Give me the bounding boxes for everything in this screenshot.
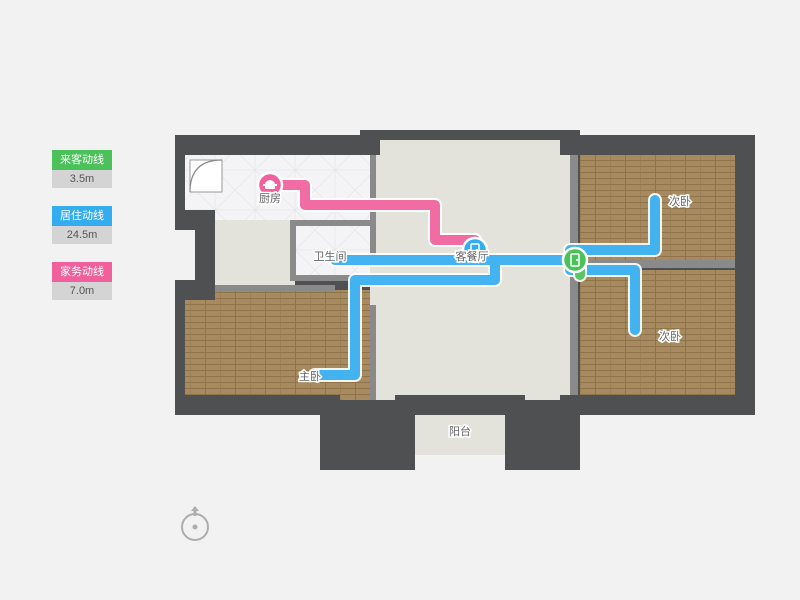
floorplan: 厨房卫生间客餐厅次卧次卧主卧阳台 [175,130,755,475]
label-living: 客餐厅 [456,249,489,263]
legend-living-title: 居住动线 [52,206,112,226]
label-kitchen: 厨房 [259,192,281,205]
label-bedroom2a: 次卧 [669,194,691,208]
compass-icon [175,505,215,545]
legend-chore: 家务动线 7.0m [52,262,112,300]
room-bedroom2b [580,270,735,395]
door-swing [190,160,222,192]
legend: 来客动线 3.5m 居住动线 24.5m 家务动线 7.0m [52,150,112,318]
room-living [370,140,570,400]
legend-living-value: 24.5m [52,226,112,244]
legend-visitor-value: 3.5m [52,170,112,188]
label-balcony: 阳台 [449,424,471,438]
entry-node [563,248,587,272]
legend-chore-value: 7.0m [52,282,112,300]
label-bathroom: 卫生间 [314,249,347,263]
legend-chore-title: 家务动线 [52,262,112,282]
interior-wall [290,220,296,280]
label-master: 主卧 [299,370,321,383]
legend-visitor: 来客动线 3.5m [52,150,112,188]
label-bedroom2b: 次卧 [659,329,681,343]
room-hall [215,220,295,290]
legend-living: 居住动线 24.5m [52,206,112,244]
interior-wall [290,220,375,226]
room-master [185,290,370,400]
interior-wall [370,305,376,400]
legend-visitor-title: 来客动线 [52,150,112,170]
